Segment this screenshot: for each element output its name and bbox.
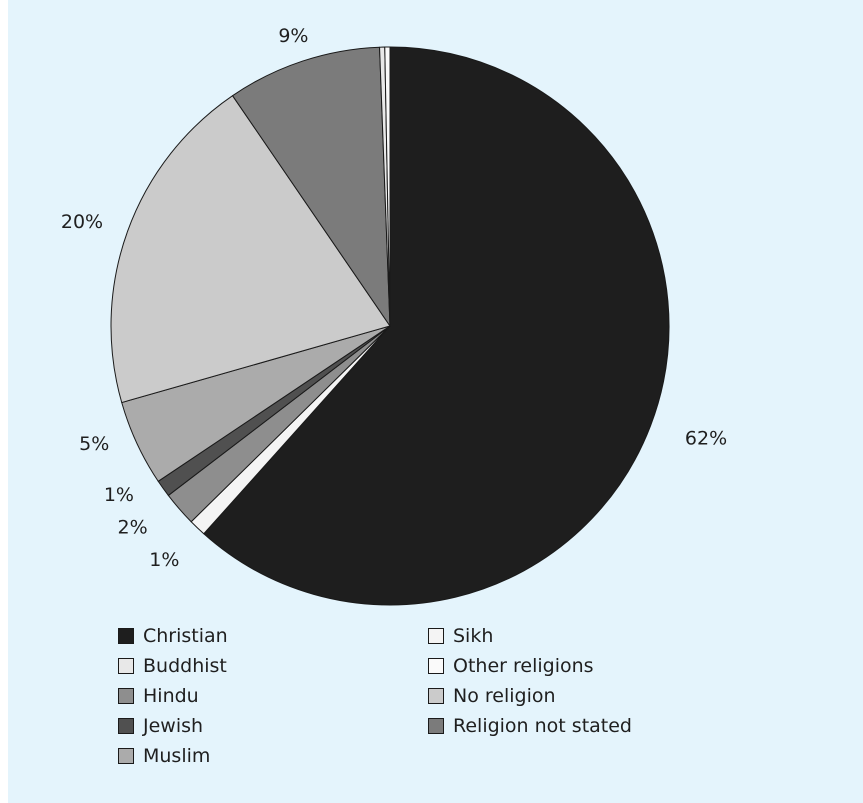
legend-item-christian: Christian (118, 623, 228, 649)
pie-slice-other-religions (384, 46, 391, 327)
legend-item-hindu: Hindu (118, 683, 199, 709)
legend-item-buddhist: Buddhist (118, 653, 227, 679)
legend-label-no-religion: No religion (453, 685, 556, 707)
chart-panel: 62% 1% 2% 1% 5% 20% 9% Christian Buddhist Hindu J… (8, 0, 863, 803)
legend-item-no-religion: No religion (428, 683, 556, 709)
legend-swatch-hindu (118, 688, 134, 704)
pie-chart: 62%1%2%1%5%20%9% (61, 25, 727, 606)
legend-item-religion-not-stated: Religion not stated (428, 713, 632, 739)
legend-label-other-religions: Other religions (453, 655, 594, 677)
pie-label-sikh: 1% (149, 549, 179, 571)
legend-swatch-religion-not-stated (428, 718, 444, 734)
pie-label-jewish: 1% (104, 484, 134, 506)
legend-swatch-no-religion (428, 688, 444, 704)
legend-label-sikh: Sikh (453, 625, 494, 647)
pie-label-no-religion: 20% (61, 211, 103, 233)
legend-item-other-religions: Other religions (428, 653, 594, 679)
pie-label-religion-not-stated: 9% (278, 25, 308, 47)
pie-label-muslim: 5% (79, 433, 109, 455)
legend-label-jewish: Jewish (143, 715, 204, 737)
legend-label-muslim: Muslim (143, 745, 211, 767)
pie-slice-no-religion (110, 95, 391, 404)
legend-swatch-jewish (118, 718, 134, 734)
legend-item-muslim: Muslim (118, 743, 210, 769)
pie-label-christian: 62% (685, 428, 727, 450)
legend-swatch-christian (118, 628, 134, 644)
legend: Christian Buddhist Hindu Jewish Muslim Sikh Ot… (8, 0, 863, 803)
legend-swatch-sikh (428, 628, 444, 644)
legend-item-jewish: Jewish (118, 713, 203, 739)
pie-label-hindu: 2% (118, 517, 148, 539)
pie-slice-christian (203, 46, 670, 606)
legend-label-christian: Christian (143, 625, 228, 647)
pie-slices (110, 46, 670, 606)
legend-label-hindu: Hindu (143, 685, 199, 707)
legend-label-religion-not-stated: Religion not stated (453, 715, 632, 737)
legend-label-buddhist: Buddhist (143, 655, 227, 677)
legend-swatch-other-religions (428, 658, 444, 674)
legend-item-sikh: Sikh (428, 623, 493, 649)
pie-slice-religion-not-stated (232, 46, 391, 327)
legend-swatch-buddhist (118, 658, 134, 674)
pie-labels: 62%1%2%1%5%20%9% (61, 25, 727, 571)
legend-swatch-muslim (118, 748, 134, 764)
